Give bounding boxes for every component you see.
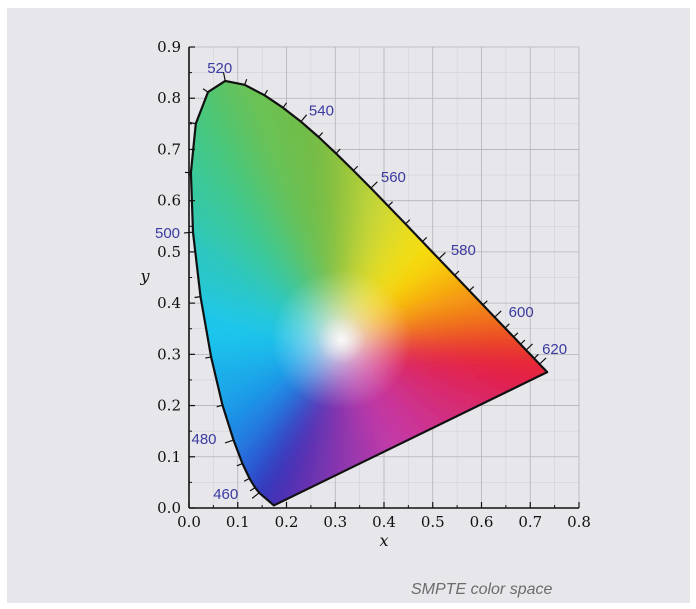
wavelength-tick (353, 165, 359, 171)
wavelength-tick (244, 78, 248, 86)
wavelength-tick (533, 353, 539, 359)
wavelength-label: 520 (207, 60, 232, 77)
gamut-wedge (248, 339, 343, 506)
wavelength-tick (224, 439, 234, 444)
y-tick-label: 0.8 (157, 89, 181, 107)
y-tick-label: 0.3 (157, 345, 181, 363)
wavelength-tick (300, 114, 308, 123)
wavelength-tick (387, 201, 393, 207)
wavelength-tick (318, 132, 324, 138)
x-tick-label: 0.6 (470, 513, 494, 531)
wavelength-tick (194, 296, 201, 299)
chart-panel: 0.0 0.1 0.2 0.3 0.4 0.5 0.6 0.7 0.8 0.0 0.1 0.2 0.3 0… (7, 8, 690, 603)
wavelength-tick (438, 252, 446, 260)
wavelength-tick (216, 404, 223, 408)
wavelength-tick (539, 357, 547, 365)
wavelength-tick (504, 323, 510, 329)
wavelength-label: 560 (381, 169, 406, 186)
y-tick-label: 0.5 (157, 243, 181, 261)
x-tick-label: 0.7 (518, 513, 542, 531)
x-tick-label: 0.8 (567, 513, 591, 531)
wavelength-labels: 460 480 500 520 540 560 580 600 620 (155, 60, 567, 503)
wavelength-tick (263, 89, 269, 96)
chromaticity-chart: 0.0 0.1 0.2 0.3 0.4 0.5 0.6 0.7 0.8 0.0 0.1 0.2 0.3 0… (139, 38, 591, 550)
y-tick-label: 0.1 (157, 448, 181, 466)
wavelength-tick (282, 102, 288, 109)
wavelength-label: 620 (542, 341, 567, 358)
wavelength-label: 540 (309, 103, 334, 120)
wavelength-tick (202, 88, 209, 93)
x-tick-label: 0.3 (323, 513, 347, 531)
wavelength-tick (454, 270, 460, 276)
axis-ticks: 0.0 0.1 0.2 0.3 0.4 0.5 0.6 0.7 0.8 0.0 0.1 0.2 0.3 0… (157, 38, 591, 531)
locus-outline (189, 79, 549, 507)
wavelength-label: 460 (213, 486, 238, 503)
wavelength-tick (335, 148, 341, 154)
x-tick-label: 0.4 (372, 513, 396, 531)
wavelength-tick (494, 310, 502, 318)
y-tick-label: 0.9 (157, 38, 181, 56)
y-tick-label: 0.7 (157, 140, 181, 158)
wavelength-tick (482, 300, 488, 306)
wavelength-tick (251, 492, 260, 499)
x-tick-label: 0.5 (421, 513, 445, 531)
wavelength-label: 600 (509, 304, 534, 321)
wavelength-tick (222, 71, 226, 82)
wavelength-tick (513, 332, 519, 338)
x-tick-label: 0.1 (226, 513, 250, 531)
y-tick-label: 0.6 (157, 192, 181, 210)
wavelength-tick (370, 181, 378, 189)
white-point-glow (271, 269, 412, 410)
wavelength-tick (405, 219, 411, 225)
wavelength-tick (243, 477, 250, 482)
wavelength-tick (249, 487, 256, 492)
y-tick-label: 0.4 (157, 294, 181, 312)
x-tick-label: 0.2 (275, 513, 299, 531)
y-tick-label: 0.0 (157, 499, 181, 517)
wavelength-tick (468, 286, 475, 292)
wavelength-tick (525, 343, 534, 351)
wavelength-tick (422, 236, 428, 242)
x-tick-label: 0.0 (177, 513, 201, 531)
wavelength-tick (520, 339, 526, 345)
wavelength-tick (189, 121, 196, 125)
y-axis-title: y (139, 267, 150, 286)
spectral-locus (183, 71, 549, 507)
axes: xy (139, 47, 579, 550)
x-axis-title: x (379, 531, 388, 550)
wavelength-tick (236, 462, 243, 467)
wavelength-label: 480 (192, 431, 217, 448)
caption: SMPTE color space (411, 581, 553, 598)
wavelength-label: 580 (451, 242, 476, 259)
wavelength-tick (205, 356, 212, 359)
y-tick-label: 0.2 (157, 397, 181, 415)
wavelength-label: 500 (155, 225, 180, 242)
